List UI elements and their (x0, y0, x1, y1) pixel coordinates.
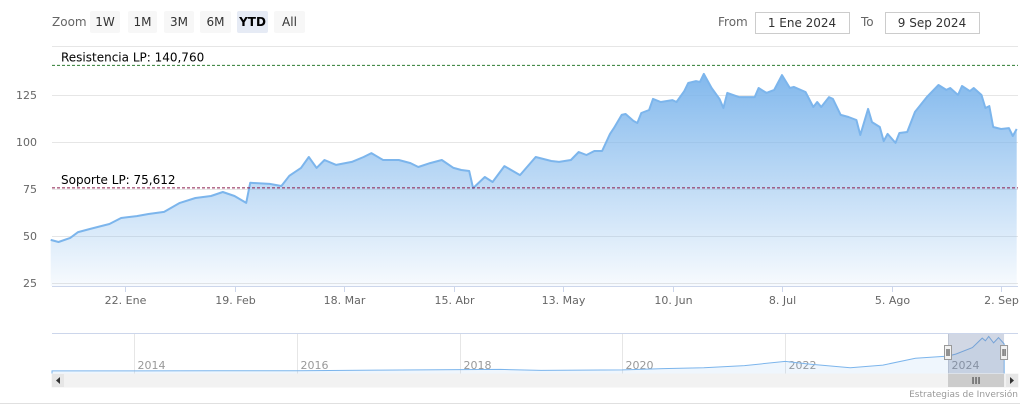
x-tick-label: 13. May (542, 294, 586, 307)
zoom-button-6m[interactable]: 6M (200, 11, 231, 33)
to-date-value[interactable]: 9 Sep 2024 (898, 16, 966, 30)
zoom-button-label: All (282, 15, 297, 29)
zoom-button-ytd[interactable]: YTD (237, 11, 268, 33)
arrow-left-icon (56, 377, 60, 384)
zoom-label: Zoom (52, 15, 87, 29)
x-tick-label: 18. Mar (324, 294, 366, 307)
from-label: From (718, 15, 748, 29)
from-date-value[interactable]: 1 Ene 2024 (768, 16, 836, 30)
price-line (50, 72, 1018, 243)
navigator-series (51, 335, 1005, 375)
x-tick-label: 19. Feb (215, 294, 255, 307)
zoom-button-label: 6M (207, 15, 225, 29)
scrollbar[interactable] (51, 373, 1019, 388)
credits: Estrategias de Inversión (909, 389, 1018, 400)
zoom-button-label: 3M (170, 15, 188, 29)
from-date-input[interactable]: 1 Ene 2024 (755, 12, 850, 34)
navigator[interactable]: 2014 2016 2018 2020 2022 2024 (51, 333, 1018, 375)
zoom-button-label: 1M (134, 15, 152, 29)
y-tick-label: 50 (23, 230, 37, 243)
navigator-year-label: 2024 (952, 359, 980, 372)
x-tick-label: 15. Abr (434, 294, 474, 307)
to-date-input[interactable]: 9 Sep 2024 (885, 12, 980, 34)
y-tick-label: 100 (16, 136, 37, 149)
x-tick-label: 8. Jul (769, 294, 796, 307)
x-tick-label: 22. Ene (105, 294, 147, 307)
zoom-button-1w[interactable]: 1W (90, 11, 120, 33)
navigator-year-label: 2014 (138, 359, 166, 372)
zoom-button-label: 1W (95, 15, 115, 29)
zoom-button-3m[interactable]: 3M (164, 11, 194, 33)
x-tick-label: 10. Jun (654, 294, 692, 307)
x-tick-label: 2. Sep (984, 294, 1019, 307)
zoom-button-label: YTD (238, 15, 266, 29)
navigator-selected-range[interactable] (948, 334, 1005, 374)
zoom-button-all[interactable]: All (274, 11, 305, 33)
y-tick-label: 125 (16, 89, 37, 102)
navigator-left-handle[interactable] (944, 345, 952, 360)
navigator-year-label: 2018 (464, 359, 492, 372)
price-area (50, 73, 1017, 287)
scrollbar-track[interactable] (51, 373, 1019, 388)
y-tick-label: 75 (23, 183, 37, 196)
to-label: To (860, 15, 874, 29)
navigator-right-handle[interactable] (1000, 345, 1009, 360)
y-tick-label: 25 (23, 277, 37, 290)
arrow-right-icon (1010, 377, 1014, 384)
navigator-year-label: 2016 (301, 359, 329, 372)
resistance-label: Resistencia LP: 140,760 (61, 50, 204, 64)
x-tick-label: 5. Ago (875, 294, 910, 307)
support-label: Soporte LP: 75,612 (61, 173, 176, 187)
zoom-button-1m[interactable]: 1M (128, 11, 157, 33)
grip-icon (972, 377, 980, 384)
